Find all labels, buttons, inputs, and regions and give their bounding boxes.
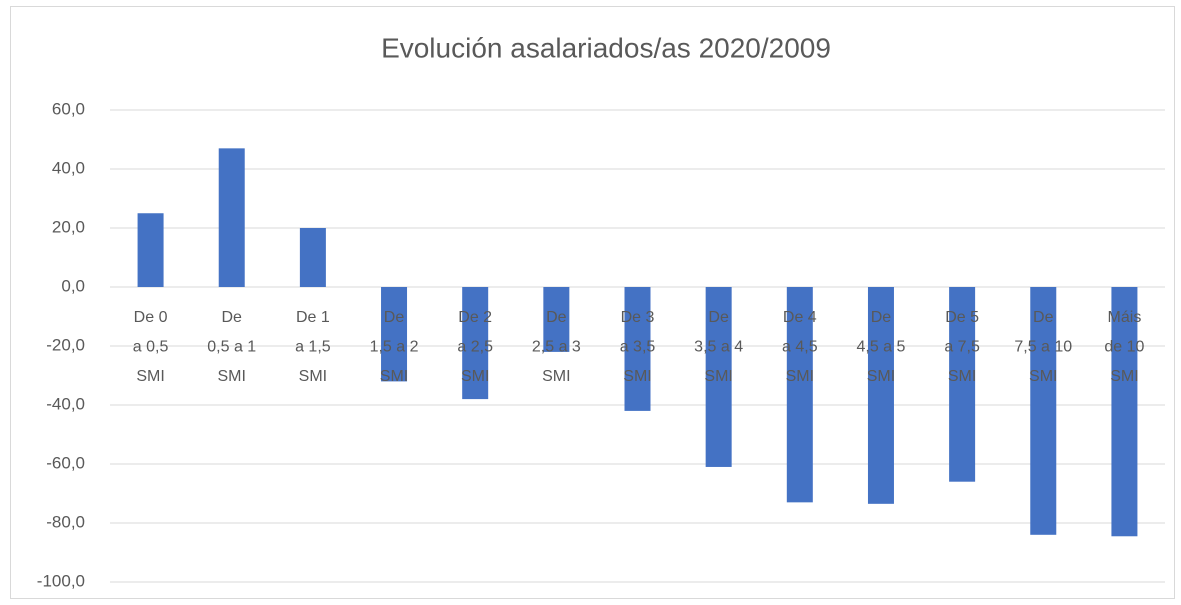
- y-tick-label: -80,0: [46, 512, 85, 531]
- x-tick-label-line: Máis: [1108, 309, 1142, 326]
- bar: [867, 287, 894, 504]
- x-tick-label-line: De 1: [296, 309, 330, 326]
- x-tick-label: Máis de 10 SMI: [1104, 309, 1144, 385]
- x-tick-label-line: 1,5 a 2: [370, 339, 419, 356]
- x-tick-label: De 4,5 a 5 SMI: [856, 309, 905, 385]
- x-tick-label-line: 3,5 a 4: [694, 339, 743, 356]
- bar: [543, 287, 570, 352]
- bar: [705, 287, 732, 467]
- x-tick-label-line: 0,5 a 1: [207, 339, 256, 356]
- x-tick-label: De 1,5 a 2 SMI: [370, 309, 419, 385]
- y-tick-label: 40,0: [52, 158, 85, 177]
- x-tick-label: De 3 a 3,5 SMI: [620, 309, 656, 385]
- x-tick-label: De 3,5 a 4 SMI: [694, 309, 743, 385]
- bar: [1030, 287, 1057, 535]
- bar: [949, 287, 976, 482]
- x-tick-label-line: de 10: [1104, 339, 1144, 356]
- bar: [786, 287, 813, 503]
- x-tick-label-line: De: [708, 309, 729, 326]
- y-tick-label: -40,0: [46, 394, 85, 413]
- x-tick-label-line: 2,5 a 3: [532, 339, 581, 356]
- x-tick-label-line: De: [1033, 309, 1054, 326]
- x-tick-label-line: SMI: [380, 368, 408, 385]
- x-tick-label-line: De: [546, 309, 567, 326]
- y-tick-label: 20,0: [52, 217, 85, 236]
- x-tick-label: De 1 a 1,5 SMI: [295, 309, 331, 385]
- x-tick-label-line: SMI: [1029, 368, 1057, 385]
- x-tick-label: De 0,5 a 1 SMI: [207, 309, 256, 385]
- x-tick-label-line: SMI: [867, 368, 895, 385]
- y-tick-label: 0,0: [61, 276, 85, 295]
- y-tick-label: -20,0: [46, 335, 85, 354]
- y-tick-label: -60,0: [46, 453, 85, 472]
- x-tick-label-line: 4,5 a 5: [856, 339, 905, 356]
- y-tick-label: 60,0: [52, 99, 85, 118]
- x-tick-label-line: SMI: [1110, 368, 1138, 385]
- x-tick-label-line: a 1,5: [295, 339, 331, 356]
- x-tick-label-line: SMI: [786, 368, 814, 385]
- x-tick-label-line: De: [384, 309, 405, 326]
- x-tick-label-line: a 3,5: [620, 339, 656, 356]
- x-tick-label-line: SMI: [542, 368, 570, 385]
- x-tick-label: De 2,5 a 3 SMI: [532, 309, 581, 385]
- x-tick-label-line: De: [222, 309, 243, 326]
- x-tick-label: De 2 a 2,5 SMI: [457, 309, 493, 385]
- x-tick-label-line: a 0,5: [133, 339, 169, 356]
- x-tick-label-line: De: [871, 309, 892, 326]
- y-tick-label: -100,0: [37, 571, 85, 590]
- chart-title: Evolución asalariados/as 2020/2009: [381, 32, 831, 63]
- x-tick-label: De 0 a 0,5 SMI: [133, 309, 169, 385]
- x-tick-label-line: SMI: [948, 368, 976, 385]
- x-tick-label-line: 7,5 a 10: [1014, 339, 1072, 356]
- x-tick-label: De 7,5 a 10 SMI: [1014, 309, 1072, 385]
- bar: [218, 148, 245, 287]
- bar: [381, 287, 408, 382]
- x-tick-label-line: De 2: [458, 309, 492, 326]
- bar: [624, 287, 651, 411]
- x-tick-label: De 4 a 4,5 SMI: [782, 309, 818, 385]
- x-tick-label-line: a 4,5: [782, 339, 818, 356]
- x-tick-label-line: SMI: [299, 368, 327, 385]
- bar: [137, 213, 164, 287]
- x-tick-label-line: a 7,5: [944, 339, 980, 356]
- x-tick-label-line: a 2,5: [457, 339, 493, 356]
- x-tick-label-line: SMI: [461, 368, 489, 385]
- x-tick-label-line: SMI: [136, 368, 164, 385]
- x-tick-label-line: SMI: [704, 368, 732, 385]
- bar: [299, 228, 326, 287]
- x-tick-label: De 5 a 7,5 SMI: [944, 309, 980, 385]
- x-tick-label-line: De 4: [783, 309, 817, 326]
- bar: [462, 287, 489, 400]
- x-tick-label-line: SMI: [218, 368, 246, 385]
- x-tick-label-line: De 5: [945, 309, 979, 326]
- x-tick-label-line: SMI: [623, 368, 651, 385]
- x-tick-label-line: De 3: [621, 309, 655, 326]
- bar: [1111, 287, 1138, 537]
- x-tick-label-line: De 0: [134, 309, 168, 326]
- chart-border: [10, 6, 1175, 599]
